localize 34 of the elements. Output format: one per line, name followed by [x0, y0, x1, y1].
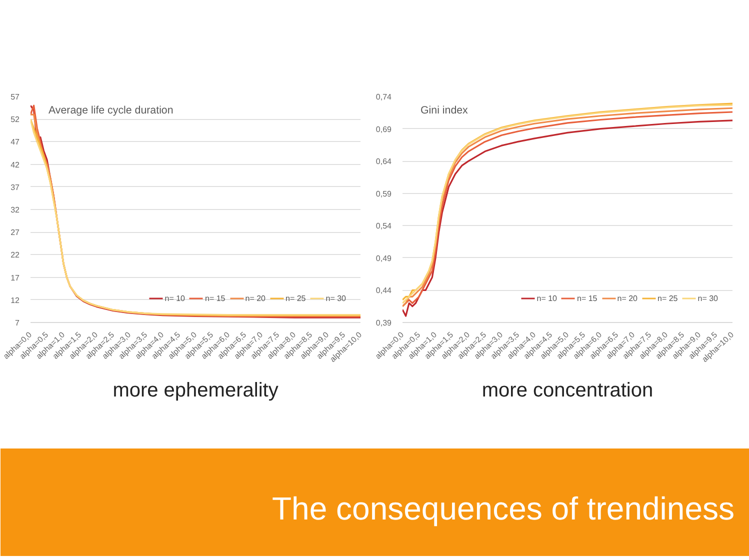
- text: Average life cycle duration: [48, 104, 174, 116]
- y-tick-label: 37: [10, 182, 20, 192]
- legend-label: n= 10: [536, 294, 557, 302]
- y-tick-label: 42: [10, 160, 20, 170]
- text: more ephemerality: [112, 380, 278, 402]
- y-tick-label: 0,64: [376, 157, 392, 166]
- y-tick-label: 0,74: [376, 92, 392, 102]
- y-tick-label: 27: [10, 228, 20, 238]
- y-tick-label: 22: [10, 250, 20, 260]
- text: The consequences of trendiness: [272, 490, 734, 526]
- y-tick-label: 52: [10, 115, 20, 124]
- y-tick-label: 7: [15, 318, 20, 328]
- legend-label: n= 15: [205, 294, 226, 302]
- legend-label: n= 20: [617, 294, 638, 302]
- legend-label: n= 25: [658, 294, 678, 302]
- y-tick-label: 32: [10, 206, 20, 214]
- text: Gini index: [420, 104, 469, 116]
- y-tick-label: 0,54: [376, 222, 392, 231]
- y-tick-label: 57: [10, 92, 20, 102]
- text: more concentration: [482, 380, 654, 402]
- legend-label: n= 20: [245, 294, 266, 302]
- y-tick-label: 12: [10, 296, 20, 305]
- y-tick-label: 47: [10, 138, 20, 147]
- y-tick-label: 0,59: [376, 189, 392, 198]
- legend-label: n= 30: [326, 294, 346, 302]
- y-tick-label: 0,44: [376, 286, 392, 296]
- y-tick-label: 17: [10, 273, 20, 282]
- y-tick-label: 0,69: [376, 124, 392, 134]
- y-tick-label: 0,39: [376, 318, 392, 328]
- legend-label: n= 15: [577, 294, 598, 302]
- y-tick-label: 0,49: [376, 254, 392, 263]
- legend-label: n= 25: [286, 294, 306, 302]
- legend-label: n= 10: [164, 294, 185, 302]
- legend-label: n= 30: [698, 294, 718, 302]
